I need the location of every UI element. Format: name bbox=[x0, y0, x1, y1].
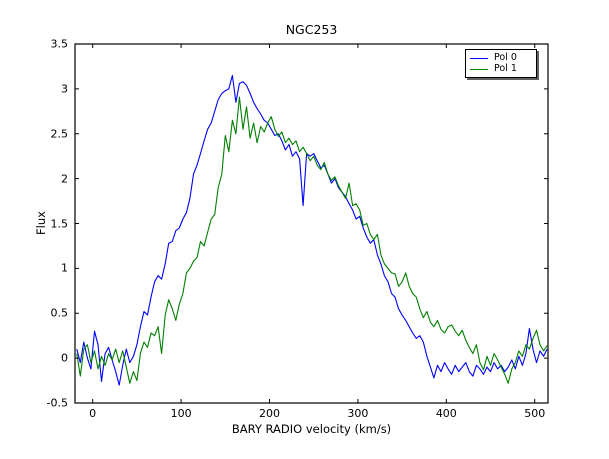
legend-label-pol1: Pol 1 bbox=[494, 63, 517, 74]
y-tick-label: 2.5 bbox=[50, 127, 69, 141]
x-tick-label: 200 bbox=[259, 407, 280, 420]
y-tick-label: 1 bbox=[61, 261, 68, 275]
series-line-pol-1 bbox=[76, 96, 548, 384]
y-tick-label: 2 bbox=[61, 172, 68, 186]
x-axis-label: BARY RADIO velocity (km/s) bbox=[231, 422, 392, 436]
legend-label-pol0: Pol 0 bbox=[494, 52, 517, 63]
y-tick-label: 0.5 bbox=[50, 306, 69, 320]
x-tick-label: 400 bbox=[435, 407, 457, 420]
x-tick-label: 0 bbox=[89, 407, 97, 420]
legend-entry-pol0: Pol 0 bbox=[470, 53, 532, 63]
y-tick-label: -0.5 bbox=[46, 396, 68, 410]
y-tick-label: 3 bbox=[61, 82, 68, 96]
legend: Pol 0 Pol 1 bbox=[465, 49, 537, 78]
legend-entry-pol1: Pol 1 bbox=[470, 64, 532, 74]
series-line-pol-0 bbox=[76, 74, 548, 386]
y-tick-label: 3.5 bbox=[50, 37, 69, 51]
y-tick-label: 1.5 bbox=[50, 217, 69, 230]
chart-title: NGC253 bbox=[285, 22, 338, 37]
x-tick-label: 500 bbox=[524, 407, 546, 420]
y-tick-label: 0 bbox=[61, 351, 68, 365]
x-tick-label: 100 bbox=[170, 407, 192, 420]
pol1-line-sample bbox=[470, 68, 488, 70]
x-tick-label: 300 bbox=[347, 407, 369, 420]
pol0-line-sample bbox=[470, 57, 488, 59]
